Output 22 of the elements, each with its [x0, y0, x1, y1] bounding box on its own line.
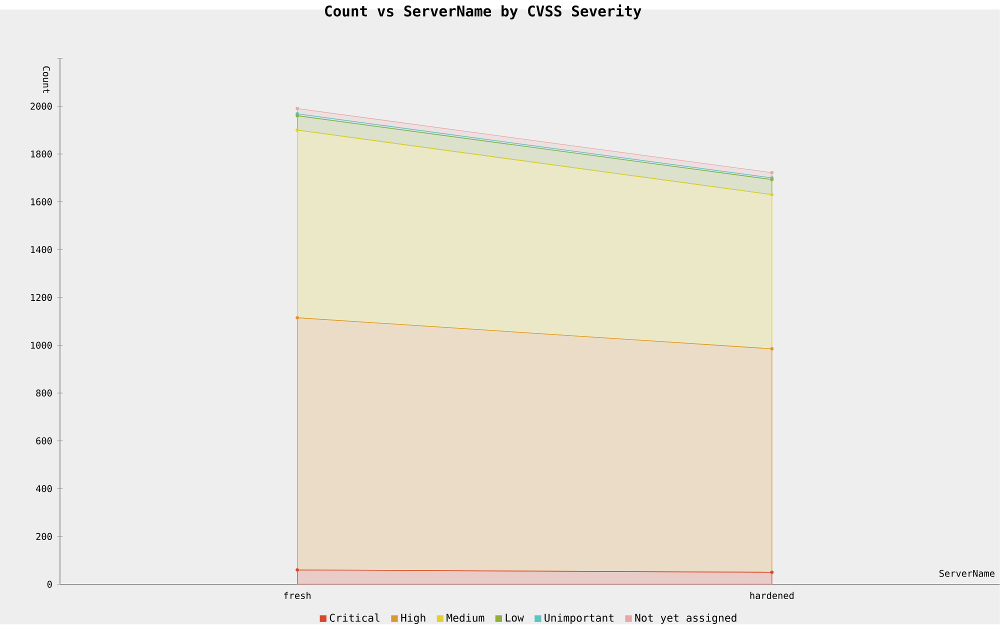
x-tick-label: hardened — [750, 592, 794, 600]
chart-title: Count vs ServerName by CVSS Severity — [325, 4, 642, 20]
legend-label: Unimportant — [544, 614, 614, 624]
legend-label: Medium — [446, 614, 484, 622]
y-tick-label: 1200 — [31, 294, 52, 301]
y-tick-label: 0 — [47, 580, 52, 588]
legend-label: High — [401, 614, 426, 624]
y-tick-label: 1400 — [31, 246, 52, 254]
legend-label: Critical — [330, 614, 380, 622]
y-tick-label: 800 — [36, 390, 52, 397]
legend-label: Low — [506, 614, 524, 622]
y-tick-label: 400 — [36, 485, 52, 492]
y-tick-label: 2000 — [30, 102, 52, 110]
x-tick-label: fresh — [284, 592, 311, 600]
y-tick-label: 1000 — [31, 342, 52, 349]
y-tick-label: 600 — [36, 437, 52, 444]
y-axis-title: Count — [42, 66, 50, 93]
y-tick-label: 1600 — [31, 198, 52, 206]
y-tick-label: 1800 — [31, 150, 52, 158]
y-tick-label: 200 — [36, 532, 52, 540]
x-axis-title: ServerName — [939, 570, 994, 577]
legend-label: Not yet assigned — [635, 614, 736, 624]
